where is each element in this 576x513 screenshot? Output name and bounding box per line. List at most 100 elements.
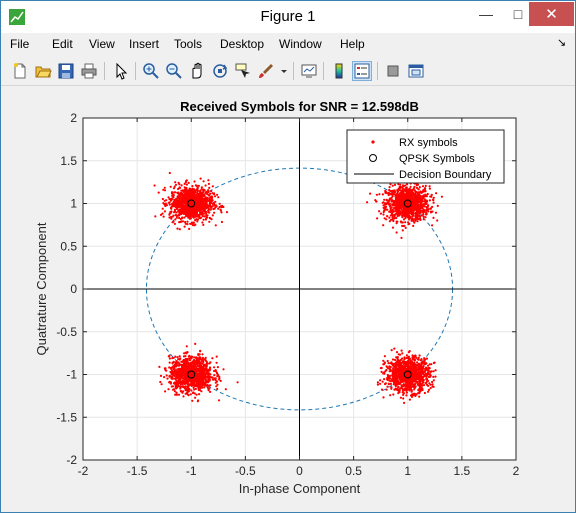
y-tick-label: -0.5 bbox=[56, 325, 77, 339]
rx-point bbox=[431, 380, 434, 384]
plot-svg[interactable]: -2 -1.5 -1 -0.5 0 0.5 1 1.5 2 -2 -1.5 -1 -0.5 0 0.5 1 1.… bbox=[2, 87, 574, 511]
rx-point bbox=[386, 385, 389, 388]
maximize-button[interactable]: □ bbox=[513, 6, 523, 22]
rx-point bbox=[417, 392, 420, 395]
title-bar[interactable]: Figure 1 — □ ✕ bbox=[1, 1, 575, 33]
link-plot-icon[interactable] bbox=[299, 61, 319, 81]
y-tick-label: -1.5 bbox=[56, 410, 77, 424]
rx-point bbox=[414, 216, 418, 219]
rx-point bbox=[390, 386, 393, 389]
rx-point bbox=[424, 193, 427, 196]
rx-point bbox=[396, 193, 400, 196]
data-cursor-icon[interactable] bbox=[233, 61, 253, 81]
rx-point bbox=[401, 197, 404, 200]
open-file-icon[interactable] bbox=[33, 61, 53, 81]
rx-point bbox=[173, 185, 176, 188]
rx-point bbox=[177, 210, 180, 213]
rx-point bbox=[418, 365, 421, 368]
x-tick-label: -2 bbox=[78, 464, 89, 478]
rx-point bbox=[422, 215, 425, 218]
rx-point bbox=[175, 211, 178, 214]
rx-point bbox=[177, 181, 180, 184]
pan-icon[interactable] bbox=[187, 61, 207, 81]
rx-point bbox=[194, 191, 197, 194]
rx-point bbox=[387, 193, 390, 197]
rx-point bbox=[178, 216, 181, 220]
rx-point bbox=[175, 216, 178, 219]
rx-point bbox=[426, 192, 429, 196]
edit-plot-icon[interactable] bbox=[111, 61, 131, 81]
rx-point bbox=[388, 186, 391, 189]
menu-desktop[interactable]: Desktop bbox=[220, 37, 265, 51]
rx-point bbox=[179, 371, 182, 374]
rx-point bbox=[153, 184, 156, 187]
rx-point bbox=[389, 210, 392, 213]
legend[interactable]: RX symbols QPSK Symbols Decision Boundary bbox=[346, 129, 505, 184]
rx-point bbox=[414, 219, 417, 222]
menu-view[interactable]: View bbox=[89, 37, 115, 51]
rx-point bbox=[218, 377, 221, 380]
rx-point bbox=[186, 391, 189, 394]
rx-point bbox=[193, 216, 196, 219]
menu-tools[interactable]: Tools bbox=[174, 37, 203, 51]
menu-edit[interactable]: Edit bbox=[52, 37, 73, 51]
rx-point bbox=[428, 363, 431, 366]
menu-file[interactable]: File bbox=[10, 37, 30, 51]
menu-help[interactable]: Help bbox=[340, 37, 365, 51]
toolbar-separator bbox=[377, 62, 378, 80]
rx-point bbox=[409, 198, 413, 201]
rx-point bbox=[171, 204, 174, 207]
rx-point bbox=[405, 394, 408, 397]
rx-point bbox=[198, 384, 201, 387]
rx-point bbox=[411, 356, 414, 359]
rx-point bbox=[180, 369, 183, 372]
rx-point bbox=[168, 216, 171, 219]
rx-point bbox=[381, 193, 384, 196]
rx-point bbox=[173, 202, 176, 206]
show-plot-tools-icon[interactable] bbox=[406, 61, 426, 81]
insert-colorbar-icon[interactable] bbox=[329, 61, 349, 81]
minimize-button[interactable]: — bbox=[479, 6, 493, 22]
menu-insert[interactable]: Insert bbox=[129, 37, 160, 51]
rx-point bbox=[402, 389, 405, 392]
rx-point bbox=[395, 373, 398, 376]
rx-point bbox=[214, 381, 217, 384]
rx-point bbox=[424, 382, 427, 385]
dock-arrow-icon[interactable]: ↘ bbox=[557, 37, 567, 49]
rx-point bbox=[182, 358, 185, 362]
rx-point bbox=[426, 368, 429, 371]
rx-point bbox=[409, 185, 412, 188]
save-figure-icon[interactable] bbox=[56, 61, 76, 81]
brush-icon[interactable] bbox=[256, 61, 276, 81]
rx-point bbox=[407, 200, 410, 203]
brush-dropdown-icon[interactable] bbox=[279, 61, 289, 81]
rx-point bbox=[211, 185, 214, 188]
rx-point bbox=[187, 194, 190, 197]
rotate-3d-icon[interactable] bbox=[210, 61, 230, 81]
rx-point bbox=[408, 222, 411, 225]
zoom-out-icon[interactable] bbox=[164, 61, 184, 81]
hide-plot-tools-icon[interactable] bbox=[383, 61, 403, 81]
rx-point bbox=[217, 207, 220, 210]
menu-window[interactable]: Window bbox=[279, 37, 322, 51]
rx-point bbox=[398, 195, 401, 198]
rx-point bbox=[191, 399, 194, 402]
rx-point bbox=[415, 393, 418, 396]
rx-point bbox=[420, 371, 423, 374]
print-figure-icon[interactable] bbox=[79, 61, 99, 81]
rx-point bbox=[193, 356, 196, 359]
rx-point bbox=[429, 211, 433, 214]
close-button[interactable]: ✕ bbox=[529, 2, 574, 26]
rx-point bbox=[403, 210, 406, 213]
rx-point bbox=[203, 370, 206, 373]
rx-point bbox=[210, 190, 213, 193]
rx-point bbox=[397, 364, 400, 367]
insert-legend-icon[interactable] bbox=[352, 61, 372, 81]
rx-point bbox=[181, 367, 184, 370]
new-figure-icon[interactable] bbox=[10, 61, 30, 81]
rx-point bbox=[196, 189, 199, 192]
rx-point bbox=[190, 197, 193, 200]
legend-rx-marker bbox=[371, 140, 375, 144]
zoom-in-icon[interactable] bbox=[141, 61, 161, 81]
rx-point bbox=[207, 381, 210, 384]
